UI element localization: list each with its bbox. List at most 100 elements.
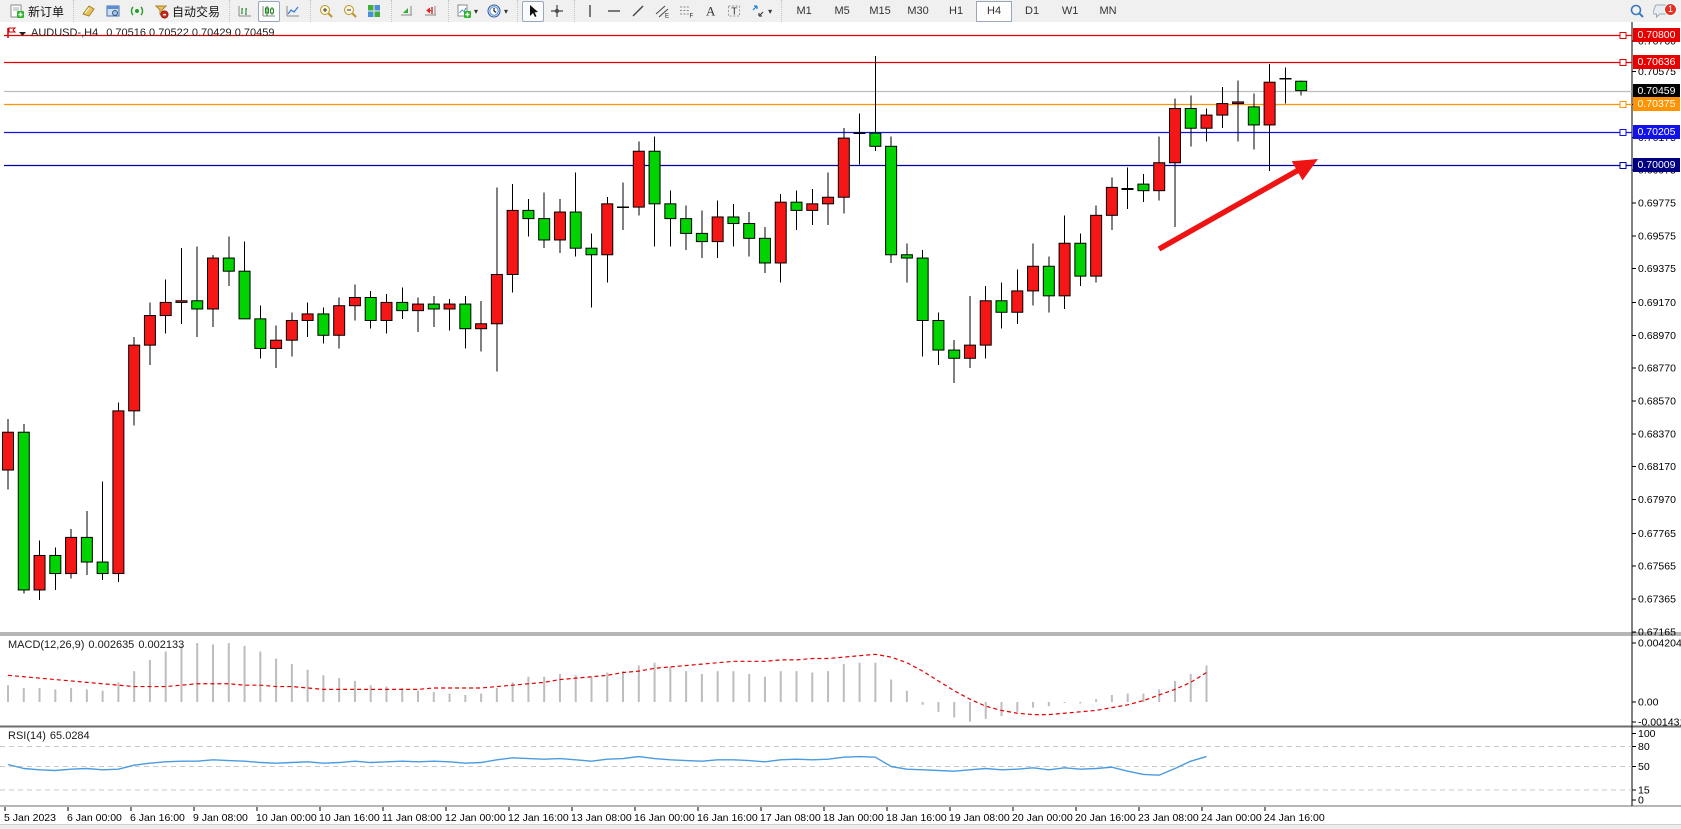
hline-handle[interactable] <box>1619 162 1627 169</box>
chat-button[interactable]: 1 <box>1650 1 1677 22</box>
macd-histogram-bar <box>117 682 120 702</box>
signals-button[interactable] <box>126 1 148 22</box>
trendline-button[interactable] <box>627 1 649 22</box>
dropdown-caret-icon[interactable]: ▾ <box>768 6 773 16</box>
period-clock-button[interactable]: ▾ <box>483 1 511 22</box>
zoom-in-button[interactable] <box>315 1 337 22</box>
text-label-button[interactable]: T <box>723 1 745 22</box>
macd-histogram-bar <box>1110 694 1113 702</box>
candle <box>238 270 251 320</box>
line-chart-button[interactable] <box>282 1 304 22</box>
macd-histogram-bar <box>700 673 703 702</box>
date-tick-label: 5 Jan 2023 <box>4 812 56 824</box>
new-order-button[interactable]: 新订单 <box>6 1 67 22</box>
timeframe-button-m15[interactable]: M15 <box>869 5 891 17</box>
chart-area[interactable]: 0.707600.705750.703750.701750.699750.697… <box>0 22 1681 824</box>
macd-histogram-bar <box>322 675 325 702</box>
candle <box>348 296 361 307</box>
period-clock-icon <box>487 4 501 18</box>
date-tick-label: 11 Jan 08:00 <box>382 812 442 824</box>
quotes-button[interactable] <box>78 1 100 22</box>
macd-histogram-bar <box>685 671 688 702</box>
hline-handle[interactable] <box>1619 101 1627 108</box>
candle <box>2 431 14 471</box>
horizontal-line-button[interactable] <box>603 1 625 22</box>
macd-histogram-bar <box>937 702 940 712</box>
macd-histogram-bar <box>511 682 514 702</box>
cursor-button[interactable] <box>522 0 545 22</box>
candle <box>632 150 645 208</box>
date-tick-label: 6 Jan 16:00 <box>130 812 185 824</box>
macd-histogram-bar <box>653 662 656 702</box>
candle <box>175 300 188 303</box>
price-tick-label: 0.69575 <box>1638 230 1676 242</box>
timeframe-button-m1[interactable]: M1 <box>796 5 812 17</box>
macd-histogram-bar <box>448 693 451 702</box>
timeframe-button-m5[interactable]: M5 <box>834 5 850 17</box>
trend-arrow[interactable] <box>1291 159 1318 181</box>
search-button[interactable] <box>1626 1 1648 22</box>
price-tick-label: 0.67165 <box>1638 626 1676 638</box>
candle <box>664 203 677 220</box>
macd-histogram-bar <box>1095 699 1098 702</box>
channel-button[interactable]: E <box>651 1 673 22</box>
chart-shift-button[interactable] <box>420 1 442 22</box>
hline-handle[interactable] <box>1619 32 1627 39</box>
timeframe-button-h4[interactable]: H4 <box>976 0 1013 22</box>
new-chart-button[interactable]: ▾ <box>453 1 481 22</box>
toolbar-group <box>517 0 572 22</box>
candle <box>1137 183 1150 192</box>
vertical-line-button[interactable] <box>579 1 601 22</box>
notification-badge: 1 <box>1664 2 1677 16</box>
candle <box>822 196 835 205</box>
price-tick-label: 0.68570 <box>1638 396 1676 408</box>
auto-scroll-button[interactable] <box>396 1 418 22</box>
timeframe-button-h1[interactable]: H1 <box>949 5 964 17</box>
candle <box>1232 101 1245 105</box>
timeframe-button-m30[interactable]: M30 <box>907 5 929 17</box>
data-window-button[interactable] <box>102 1 124 22</box>
candle <box>979 300 992 346</box>
macd-histogram-bar <box>85 689 88 702</box>
tile-windows-button[interactable] <box>363 1 385 22</box>
timeframe-button-mn[interactable]: MN <box>1099 5 1117 17</box>
timeframe-button-w1[interactable]: W1 <box>1061 5 1079 17</box>
macd-histogram-bar <box>1173 680 1176 702</box>
hline-handle[interactable] <box>1619 129 1627 136</box>
crosshair-button[interactable] <box>546 1 568 22</box>
candle <box>270 339 283 349</box>
price-level-badge: 0.70636 <box>1633 54 1680 69</box>
candle <box>869 132 882 147</box>
macd-histogram-bar <box>243 645 246 702</box>
macd-histogram-bar <box>22 687 25 702</box>
candle <box>900 254 913 259</box>
bar-chart-button[interactable] <box>234 1 256 22</box>
autotrade-button[interactable]: 自动交易 <box>150 1 223 22</box>
dropdown-caret-icon[interactable]: ▾ <box>504 6 509 16</box>
macd-histogram-bar <box>1126 693 1129 702</box>
chevron-down-icon[interactable] <box>18 29 27 38</box>
text-button[interactable]: A <box>699 1 721 22</box>
timeframe-button-d1[interactable]: D1 <box>1025 5 1040 17</box>
candle <box>443 303 456 310</box>
price-tick-label: 0.68770 <box>1638 363 1676 375</box>
dropdown-caret-icon[interactable]: ▾ <box>474 6 479 16</box>
candlestick-chart-button[interactable] <box>258 0 281 22</box>
candle <box>837 137 850 198</box>
macd-histogram-bar <box>732 671 735 702</box>
bottom-scrollbar[interactable] <box>0 824 1681 829</box>
price-chart-canvas[interactable]: 0.707600.705750.703750.701750.699750.697… <box>0 22 1681 824</box>
candle <box>33 554 46 591</box>
macd-histogram-bar <box>7 685 9 702</box>
macd-histogram-bar <box>669 666 672 702</box>
fibonacci-button[interactable]: F <box>675 1 697 22</box>
candle <box>569 211 582 249</box>
macd-histogram-bar <box>495 687 498 702</box>
candle <box>695 232 708 243</box>
arrows-button[interactable]: ▾ <box>747 1 775 22</box>
hline-handle[interactable] <box>1619 59 1627 66</box>
rsi-tick-label: 0 <box>1638 794 1644 806</box>
zoom-out-button[interactable] <box>339 1 361 22</box>
macd-histogram-bar <box>212 644 215 702</box>
macd-histogram-bar <box>148 659 151 702</box>
